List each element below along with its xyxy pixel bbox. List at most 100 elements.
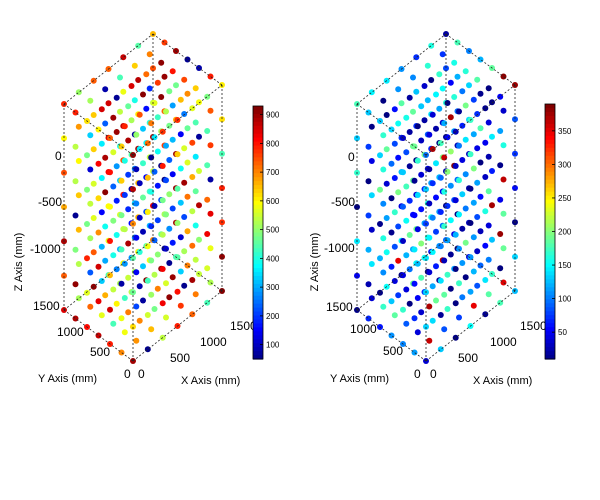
data-point <box>61 135 67 142</box>
colorbar-segment <box>545 151 555 157</box>
colorbar-segment <box>545 219 555 225</box>
data-point <box>118 143 125 150</box>
data-point <box>433 297 439 304</box>
data-point <box>90 249 97 256</box>
data-point <box>181 248 188 255</box>
data-point <box>181 145 188 152</box>
data-point <box>426 337 433 344</box>
data-point <box>219 116 225 123</box>
data-point <box>166 225 173 232</box>
colorbar-segment <box>253 224 263 230</box>
data-point <box>433 194 439 201</box>
colorbar-segment <box>253 264 263 269</box>
data-point <box>133 337 140 344</box>
data-point <box>426 303 433 310</box>
data-point <box>418 206 425 213</box>
data-point <box>489 236 495 243</box>
data-point <box>368 158 375 164</box>
data-point <box>121 226 128 233</box>
data-point <box>365 109 372 116</box>
colorbar-segment <box>545 131 555 137</box>
colorbar-tick-label: 250 <box>558 194 572 203</box>
data-point <box>403 114 410 121</box>
data-point <box>388 126 395 133</box>
data-point <box>102 120 109 127</box>
colorbar-segment <box>545 299 555 304</box>
data-point <box>447 251 454 258</box>
y-tick-0: 0 <box>414 367 421 381</box>
data-point <box>196 99 202 106</box>
data-point <box>120 88 127 95</box>
colorbar-segment <box>253 204 263 210</box>
colorbar-segment <box>253 331 263 336</box>
data-point <box>184 90 191 97</box>
data-point <box>110 252 117 259</box>
data-point <box>406 197 413 204</box>
data-point <box>107 238 113 244</box>
z-tick-labels-left: 0 -500 -1000 1500 <box>30 149 62 313</box>
colorbar-segment <box>545 343 555 348</box>
data-point <box>377 152 383 159</box>
colorbar-tick-label: 200 <box>558 228 572 237</box>
colorbar-segment <box>253 275 263 281</box>
data-point <box>98 278 105 284</box>
y-tick-500: 500 <box>90 345 110 359</box>
data-point <box>459 260 466 266</box>
data-point <box>107 203 113 210</box>
colorbar-tick-label: 300 <box>266 283 280 292</box>
colorbar-segment <box>545 211 555 217</box>
data-point <box>444 100 451 106</box>
data-point <box>154 251 161 258</box>
box-edge <box>356 239 447 311</box>
colorbar-segment <box>545 255 555 260</box>
data-point <box>388 195 395 202</box>
colorbar-segment <box>545 191 555 197</box>
data-point <box>380 97 387 104</box>
data-point <box>192 291 199 298</box>
data-point <box>144 209 151 215</box>
data-point <box>447 114 454 121</box>
data-point <box>368 261 375 267</box>
data-point <box>136 249 143 255</box>
colorbar-segment <box>253 303 263 309</box>
data-point <box>207 73 214 80</box>
colorbar-segment <box>545 115 555 121</box>
data-point <box>452 266 459 272</box>
data-point <box>151 203 158 209</box>
data-point <box>485 222 492 229</box>
data-point <box>84 221 90 227</box>
data-point <box>163 245 169 252</box>
colorbar-segment <box>253 299 263 305</box>
colorbar-tick-label: 350 <box>558 127 572 136</box>
data-point <box>500 142 507 149</box>
data-point <box>140 228 146 235</box>
data-point <box>75 226 82 233</box>
colorbar-segment <box>253 141 263 147</box>
data-point <box>159 163 166 169</box>
data-point <box>383 146 390 153</box>
data-point <box>391 209 398 216</box>
data-point <box>456 142 462 149</box>
data-point <box>207 176 214 183</box>
data-point <box>133 234 140 241</box>
data-point <box>466 82 472 89</box>
data-point <box>477 56 484 63</box>
data-point <box>118 349 125 356</box>
y-axis-label-left: Y Axis (mm) <box>38 373 97 385</box>
data-point <box>196 236 202 243</box>
data-point <box>72 281 79 288</box>
data-point <box>474 214 481 220</box>
data-point <box>158 94 165 100</box>
data-point <box>452 163 459 169</box>
data-point <box>95 263 102 270</box>
data-point <box>184 193 191 200</box>
data-point <box>383 215 390 221</box>
data-point <box>159 300 166 307</box>
data-point <box>113 232 120 238</box>
data-point <box>192 256 199 263</box>
data-point <box>102 154 109 161</box>
data-point <box>102 86 109 93</box>
data-point <box>207 142 214 149</box>
data-point <box>489 99 495 106</box>
y-tick-labels-left: 1500 1000 500 0 <box>57 325 131 381</box>
